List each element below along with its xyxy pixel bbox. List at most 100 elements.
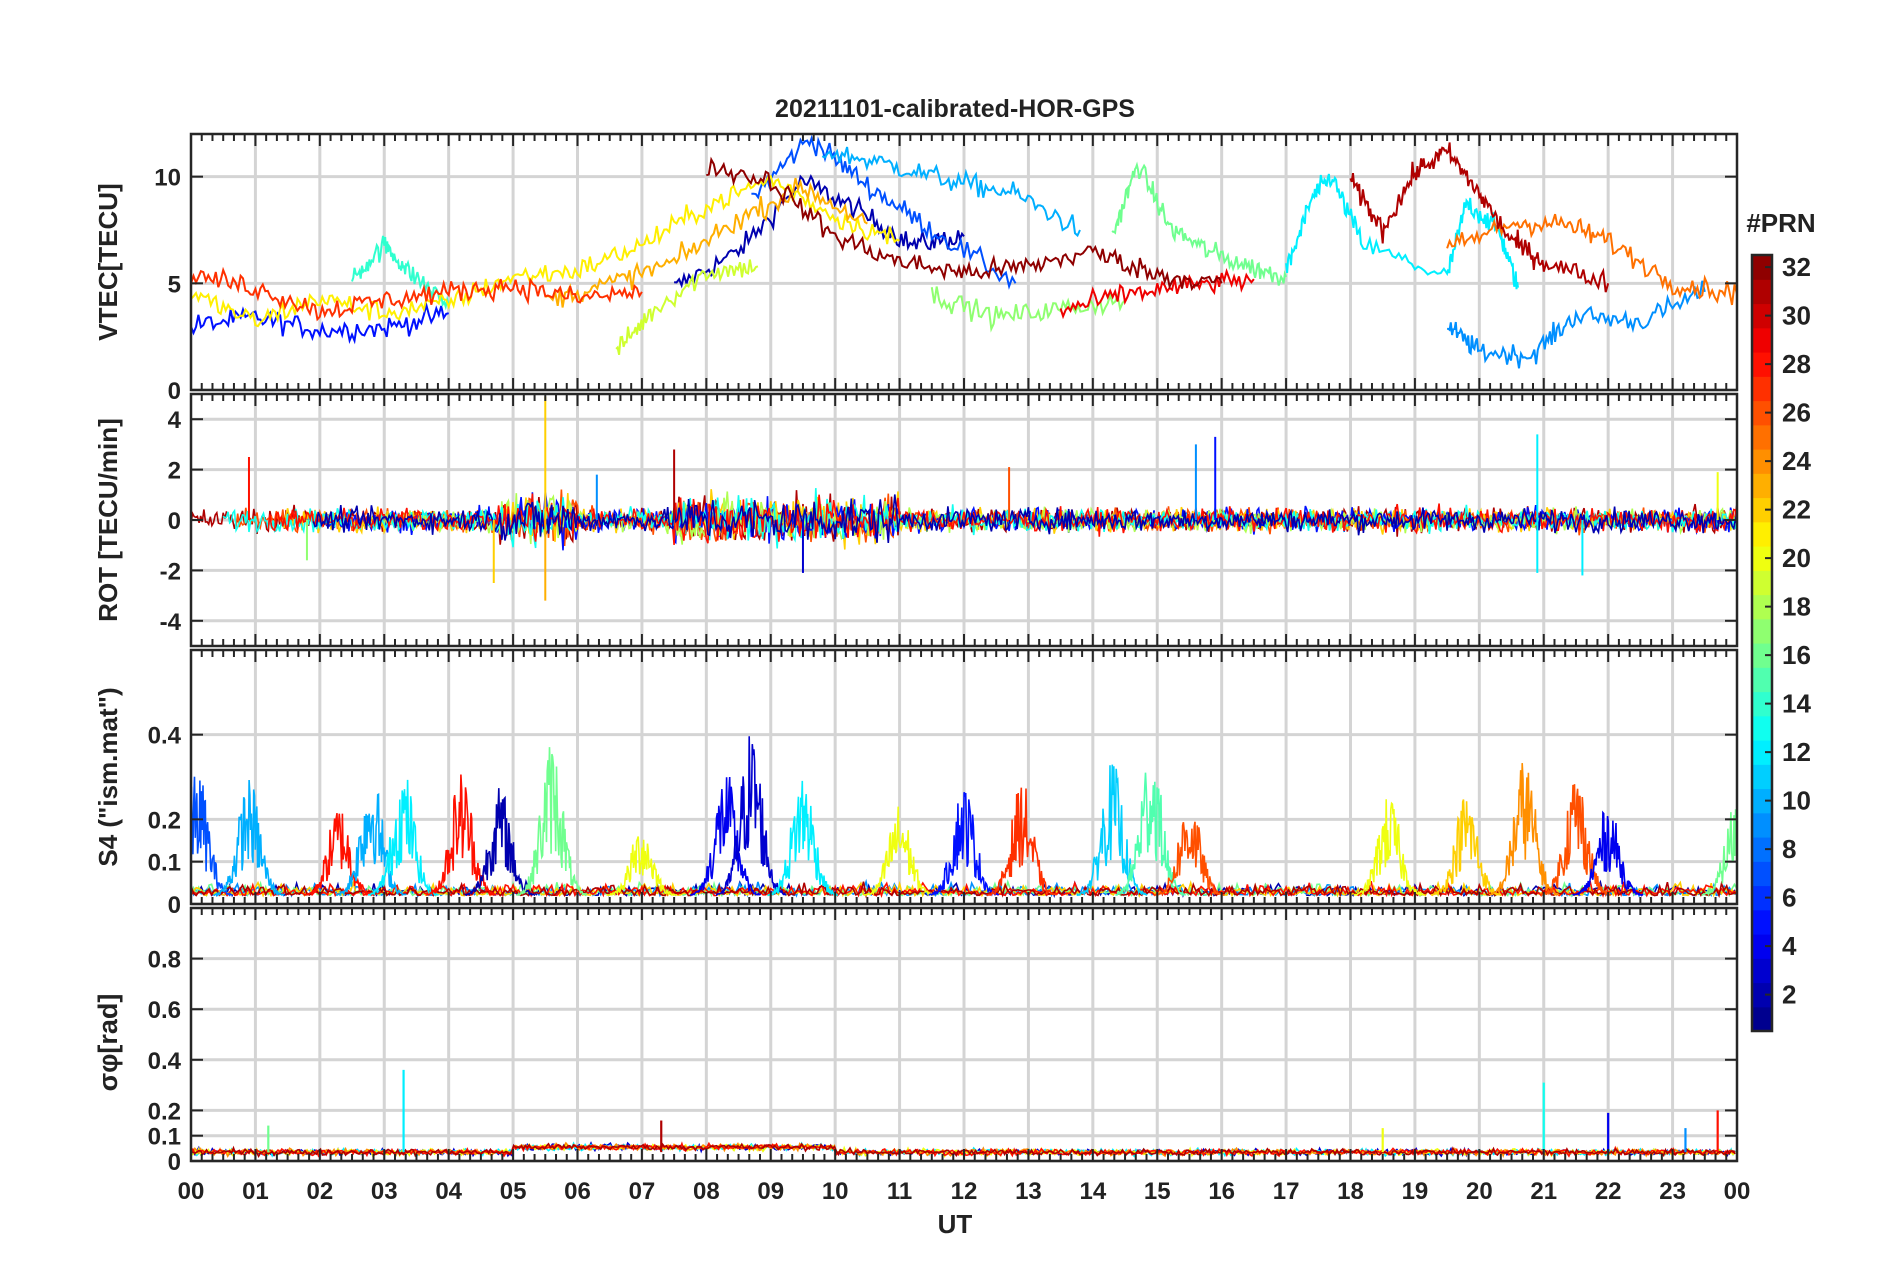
y-tick-label: -2 [160, 558, 181, 585]
colorbar-segment [1752, 521, 1772, 547]
colorbar-segment [1752, 788, 1772, 814]
colorbar-segment [1752, 958, 1772, 984]
x-tick-label: 23 [1659, 1178, 1686, 1205]
s4-burst-prn-4 [1572, 810, 1644, 897]
vtec-series-prn-31 [1349, 142, 1610, 293]
y-tick-label: 0.6 [148, 997, 181, 1024]
axes-layer [189, 132, 1739, 1163]
s4-burst-prn-27 [986, 787, 1058, 897]
colorbar-segment [1752, 667, 1772, 693]
x-tick-label: 12 [951, 1178, 978, 1205]
colorbar-segment [1752, 546, 1772, 571]
colorbar-segment [1752, 982, 1772, 1008]
s4-burst-prn-15 [1115, 772, 1186, 897]
colorbar-segment [1752, 352, 1772, 377]
data-layer [191, 134, 1737, 1159]
x-tick-label: 21 [1530, 1178, 1557, 1205]
s4-burst-prn-12 [367, 779, 439, 897]
x-tick-label: 08 [693, 1178, 720, 1205]
colorbar-segment [1752, 837, 1772, 862]
s4-burst-prn-28 [425, 774, 497, 897]
s4-burst-prn-12 [767, 780, 839, 897]
vtec-series-prn-25 [1446, 213, 1737, 306]
panel-rot-data [191, 396, 1737, 601]
colorbar-tick-label: 16 [1782, 640, 1811, 670]
vtec-series-prn-32 [706, 156, 1223, 292]
x-tick-label: 16 [1208, 1178, 1235, 1205]
s4-burst-prn-24 [1488, 763, 1560, 897]
vtec-series-prn-16 [1111, 161, 1288, 286]
y-tick-label: 0.4 [148, 723, 182, 750]
colorbar-tick-label: 26 [1782, 398, 1811, 428]
x-tick-label: 11 [887, 1178, 912, 1205]
colorbar-segment [1752, 570, 1772, 596]
x-tick-label: 14 [1079, 1178, 1106, 1205]
colorbar-segment [1752, 934, 1772, 959]
x-tick-label: 06 [564, 1178, 591, 1205]
colorbar-segment [1752, 764, 1772, 790]
x-tick-label: 20 [1466, 1178, 1493, 1205]
s4-burst-prn-10 [213, 779, 285, 897]
colorbar-tick-label: 24 [1782, 446, 1811, 476]
x-tick-label: 02 [306, 1178, 333, 1205]
s4-burst-prn-20 [1353, 799, 1425, 897]
y-tick-label: 0.8 [148, 947, 181, 974]
x-tick-label: 04 [435, 1178, 462, 1205]
vtec-series-prn-29 [1059, 267, 1255, 320]
s4-burst-prn-22 [1430, 799, 1502, 897]
colorbar-tick-label: 2 [1782, 980, 1796, 1010]
y-tick-label: 5 [168, 271, 181, 298]
colorbar-segment [1752, 279, 1772, 305]
x-tick-label: 10 [822, 1178, 849, 1205]
x-tick-label: 09 [757, 1178, 784, 1205]
colorbar-segment [1752, 715, 1772, 741]
x-tick-label: 00 [1724, 1178, 1751, 1205]
y-axis-label: σφ[rad] [93, 994, 123, 1092]
vtec-series-prn-21 [191, 175, 900, 328]
x-axis-label: UT [938, 1209, 973, 1239]
colorbar-tick-label: 14 [1782, 689, 1811, 719]
s4-burst-prn-28 [303, 812, 375, 897]
x-tick-label: 22 [1595, 1178, 1622, 1205]
colorbar-segment [1752, 909, 1772, 935]
colorbar-tick-label: 18 [1782, 592, 1811, 622]
s4-burst-prn-10 [335, 793, 407, 897]
x-tick-label: 18 [1337, 1178, 1364, 1205]
colorbar-segment [1752, 376, 1772, 402]
x-tick-label: 01 [242, 1178, 269, 1205]
colorbar-segment [1752, 424, 1772, 450]
vtec-series-prn-19 [615, 259, 759, 356]
y-tick-label: 0 [168, 892, 181, 919]
colorbar-segment [1752, 255, 1772, 280]
y-tick-label: -4 [160, 609, 182, 636]
vtec-series-prn-17 [930, 286, 1126, 333]
colorbar-tick-label: 6 [1782, 883, 1796, 913]
y-tick-label: 0 [168, 1149, 181, 1176]
y-tick-label: 0.1 [148, 850, 181, 877]
colorbar-segment [1752, 643, 1772, 668]
colorbar-tick-label: 22 [1782, 495, 1811, 525]
colorbar-segment [1752, 449, 1772, 474]
y-axis-label: ROT [TECU/min] [93, 418, 123, 622]
y-tick-label: 0.2 [148, 1098, 181, 1125]
vtec-series-prn-12 [1285, 173, 1519, 290]
colorbar-segment [1752, 812, 1772, 838]
vtec-series-prn-9 [1447, 280, 1706, 369]
s4-burst-prn-11 [1076, 764, 1148, 897]
vtec-series-prn-23 [544, 177, 868, 308]
x-tick-label: 03 [371, 1178, 398, 1205]
colorbar-segment [1752, 618, 1772, 644]
colorbar-segment [1752, 327, 1772, 353]
vtec-series-prn-10 [821, 146, 1081, 238]
rot-series-prn-2 [312, 494, 1737, 543]
y-axis-label: S4 ("ism.mat") [93, 687, 123, 866]
s4-burst-prn-16 [516, 747, 587, 896]
colorbar-tick-label: 30 [1782, 301, 1811, 331]
s4-burst-prn-5 [928, 791, 999, 897]
colorbar-frame [1750, 253, 1774, 1033]
panel-vtec-data [191, 134, 1737, 369]
colorbar-segment [1752, 473, 1772, 499]
